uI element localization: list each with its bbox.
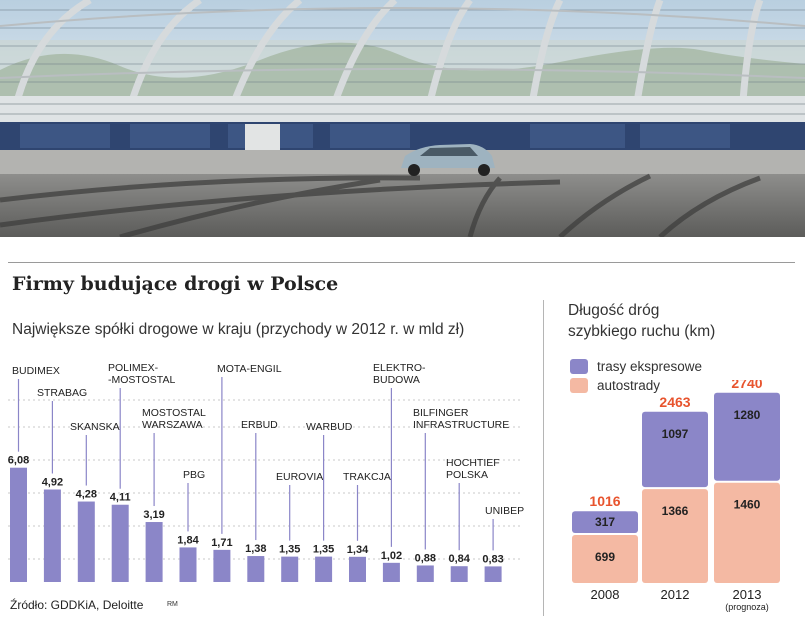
bar-trakcja [349,556,366,582]
company-label-13-1: POLSKA [446,469,488,481]
value-label-4: 3,19 [143,509,164,521]
company-label-0-0: BUDIMEX [12,365,60,377]
bar-elektrobudowa [382,562,400,582]
motorway-value-2013: 1460 [734,498,761,512]
legend-item-motorways: autostrady [570,378,660,393]
bar-budimex [10,467,27,582]
legend-swatch-motorways [570,378,588,393]
bar-warbud [315,556,333,582]
value-label-13: 0,84 [448,553,470,565]
year-label-2012: 2012 [661,587,690,602]
company-label-2-0: SKANSKA [70,421,120,433]
value-label-2: 4,28 [76,489,97,501]
car-icon [401,144,495,176]
value-label-0: 6,08 [8,455,29,467]
bar-skanska [77,501,95,582]
bar-unibep [484,566,502,582]
motorway-value-2008: 699 [595,550,615,564]
expressway-segment-2013 [714,392,780,481]
total-label-2008: 1016 [589,493,620,509]
vertical-divider [543,300,544,616]
year-label-2013: 2013 [733,587,762,602]
motorway-segment-2012 [642,489,708,583]
company-label-9-0: WARBUD [306,421,353,433]
company-label-4-0: MOSTOSTAL [142,407,206,419]
company-label-5-0: PBG [183,469,205,481]
road-length-title-line-1: Długość dróg [568,302,660,319]
value-label-11: 1,02 [381,550,402,562]
value-label-5: 1,84 [177,534,199,546]
bar-mota-engil [213,549,231,582]
motorway-value-2012: 1366 [662,504,689,518]
expressway-value-2012: 1097 [662,427,689,441]
value-label-12: 0,88 [415,552,436,564]
company-label-12-0: BILFINGER [413,407,469,419]
bar-mostostal-warszawa [145,522,163,582]
legend-label-expressways: trasy ekspresowe [597,359,703,374]
company-label-3-1: -MOSTOSTAL [108,374,175,386]
road-length-title: Długość dróg szybkiego ruchu (km) [568,300,715,342]
value-label-7: 1,38 [245,543,266,555]
year-label-2008: 2008 [591,587,620,602]
bar-hochtief-polska [450,566,468,582]
value-label-8: 1,35 [279,544,300,556]
author-mark: RM [167,601,178,608]
value-label-6: 1,71 [211,537,232,549]
chart-subtitle: Największe spółki drogowe w kraju (przyc… [12,321,465,338]
value-label-1: 4,92 [42,477,63,489]
road-length-chart: 699 317 1016 2008 1366 1097 2463 2012 1460 1280 27… [572,380,780,612]
motorway-segment-2008 [572,534,638,583]
value-label-10: 1,34 [347,544,369,556]
company-label-11-0: ELEKTRO- [373,362,426,374]
page-title: Firmy budujące drogi w Polsce [12,273,339,295]
expressway-value-2013: 1280 [734,408,761,422]
expressway-segment-2012 [642,411,708,488]
company-label-1-0: STRABAG [37,387,87,399]
company-label-12-1: INFRASTRUCTURE [413,419,509,431]
section-divider [8,262,795,263]
source-note: Źródło: GDDKiA, Deloitte [10,598,144,612]
expressway-value-2008: 317 [595,515,615,529]
year-note-2013: (prognoza) [725,602,769,612]
company-label-6-0: MOTA-ENGIL [217,363,282,375]
value-label-14: 0,83 [482,553,503,565]
companies-revenue-chart: 6,08 BUDIMEX 4,92 STRABAG 4,28 SKANSKA 4,11 POL… [8,362,524,582]
bar-strabag [43,489,61,582]
company-label-4-1: WARSZAWA [142,419,203,431]
company-label-8-0: EUROVIA [276,471,323,483]
company-label-13-0: HOCHTIEF [446,457,500,469]
company-label-11-1: BUDOWA [373,374,420,386]
company-label-14-0: UNIBEP [485,505,524,517]
company-label-3-0: POLIMEX- [108,362,159,374]
company-label-10-0: TRAKCJA [343,471,391,483]
value-label-3: 4,11 [110,492,131,504]
motorway-segment-2013 [714,482,780,583]
total-label-2013: 2740 [731,380,762,391]
bar-polimex-mostostal [111,504,129,582]
legend-label-motorways: autostrady [597,378,661,393]
expressway-segment-2008 [572,511,638,533]
total-label-2012: 2463 [659,394,690,410]
legend-swatch-expressways [570,359,588,374]
bar-erbud [247,556,265,582]
bar-pbg [179,547,197,582]
value-label-9: 1,35 [313,544,334,556]
bar-eurovia [281,556,299,582]
road-length-title-line-2: szybkiego ruchu (km) [568,323,716,340]
highway-tunnel-photo [0,0,805,237]
company-label-7-0: ERBUD [241,419,278,431]
bar-bilfinger-infrastructure [416,565,434,582]
legend-item-expressways: trasy ekspresowe [570,359,702,374]
